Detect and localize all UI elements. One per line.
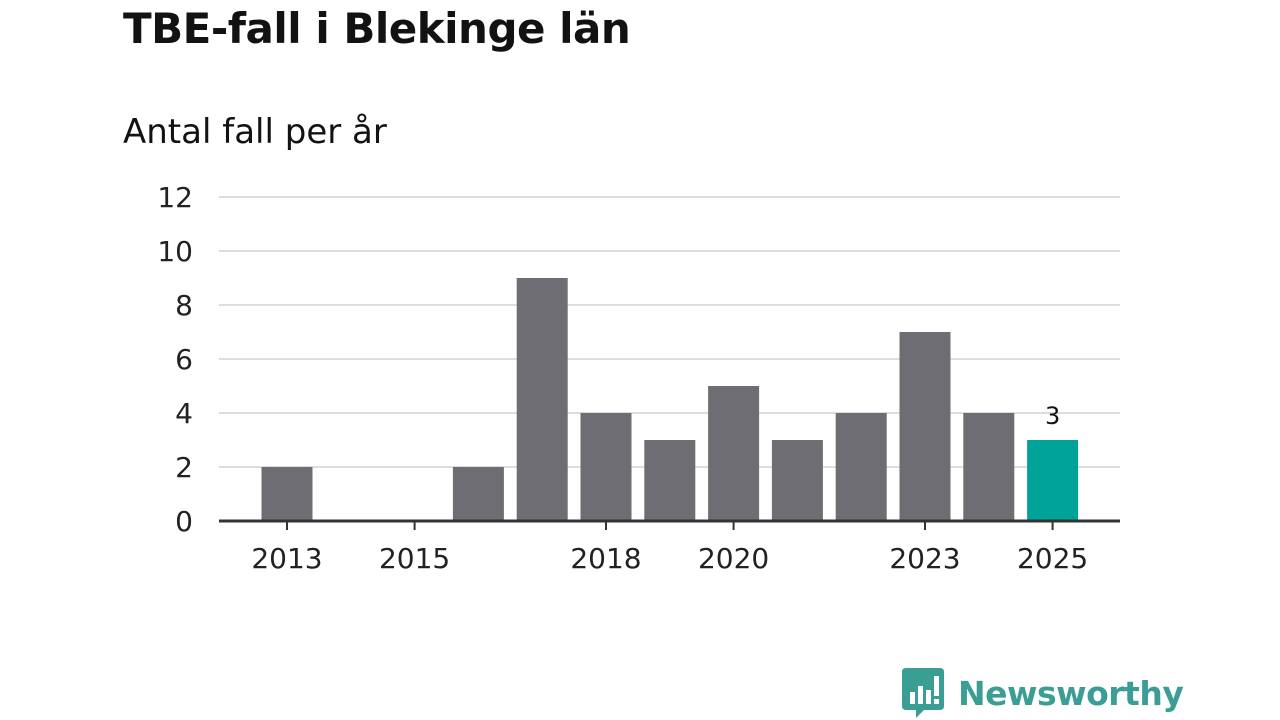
- bar-2025: [1027, 440, 1079, 521]
- y-tick-label-0: 0: [175, 505, 193, 538]
- chart-title: TBE-fall i Blekinge län: [123, 4, 631, 53]
- bar-2024: [963, 413, 1015, 521]
- bar-2017: [516, 278, 568, 521]
- data-label-2025: 3: [1045, 402, 1060, 430]
- x-tick-label-2025: 2025: [1017, 542, 1088, 575]
- x-tick-label-2018: 2018: [570, 542, 641, 575]
- axes: [219, 519, 1120, 530]
- chart-subtitle: Antal fall per år: [123, 112, 387, 152]
- newsworthy-logo: Newsworthy: [902, 668, 1184, 718]
- bar-2021: [771, 440, 823, 521]
- y-tick-label-12: 12: [157, 181, 193, 214]
- labels: 0 2 4 6 8 10 12 3 2013 2015 2018 2020 2023 2025: [157, 181, 1088, 575]
- y-tick-label-4: 4: [175, 397, 193, 430]
- bar-2018: [580, 413, 632, 521]
- x-tick-label-2015: 2015: [379, 542, 450, 575]
- bar-2016: [452, 467, 504, 521]
- bar-2019: [644, 440, 696, 521]
- y-tick-label-6: 6: [175, 343, 193, 376]
- brand-name: Newsworthy: [958, 673, 1184, 713]
- x-tick-label-2023: 2023: [889, 542, 960, 575]
- x-tick-label-2013: 2013: [251, 542, 322, 575]
- bar-2022: [835, 413, 887, 521]
- bar-2013: [261, 467, 313, 521]
- bar-2020: [708, 386, 760, 521]
- y-tick-label-10: 10: [157, 235, 193, 268]
- bar-chart-speech-bubble-icon: [902, 668, 944, 718]
- bar-2023: [899, 332, 951, 521]
- bars: [261, 278, 1079, 521]
- y-tick-label-2: 2: [175, 451, 193, 484]
- x-tick-label-2020: 2020: [698, 542, 769, 575]
- y-tick-label-8: 8: [175, 289, 193, 322]
